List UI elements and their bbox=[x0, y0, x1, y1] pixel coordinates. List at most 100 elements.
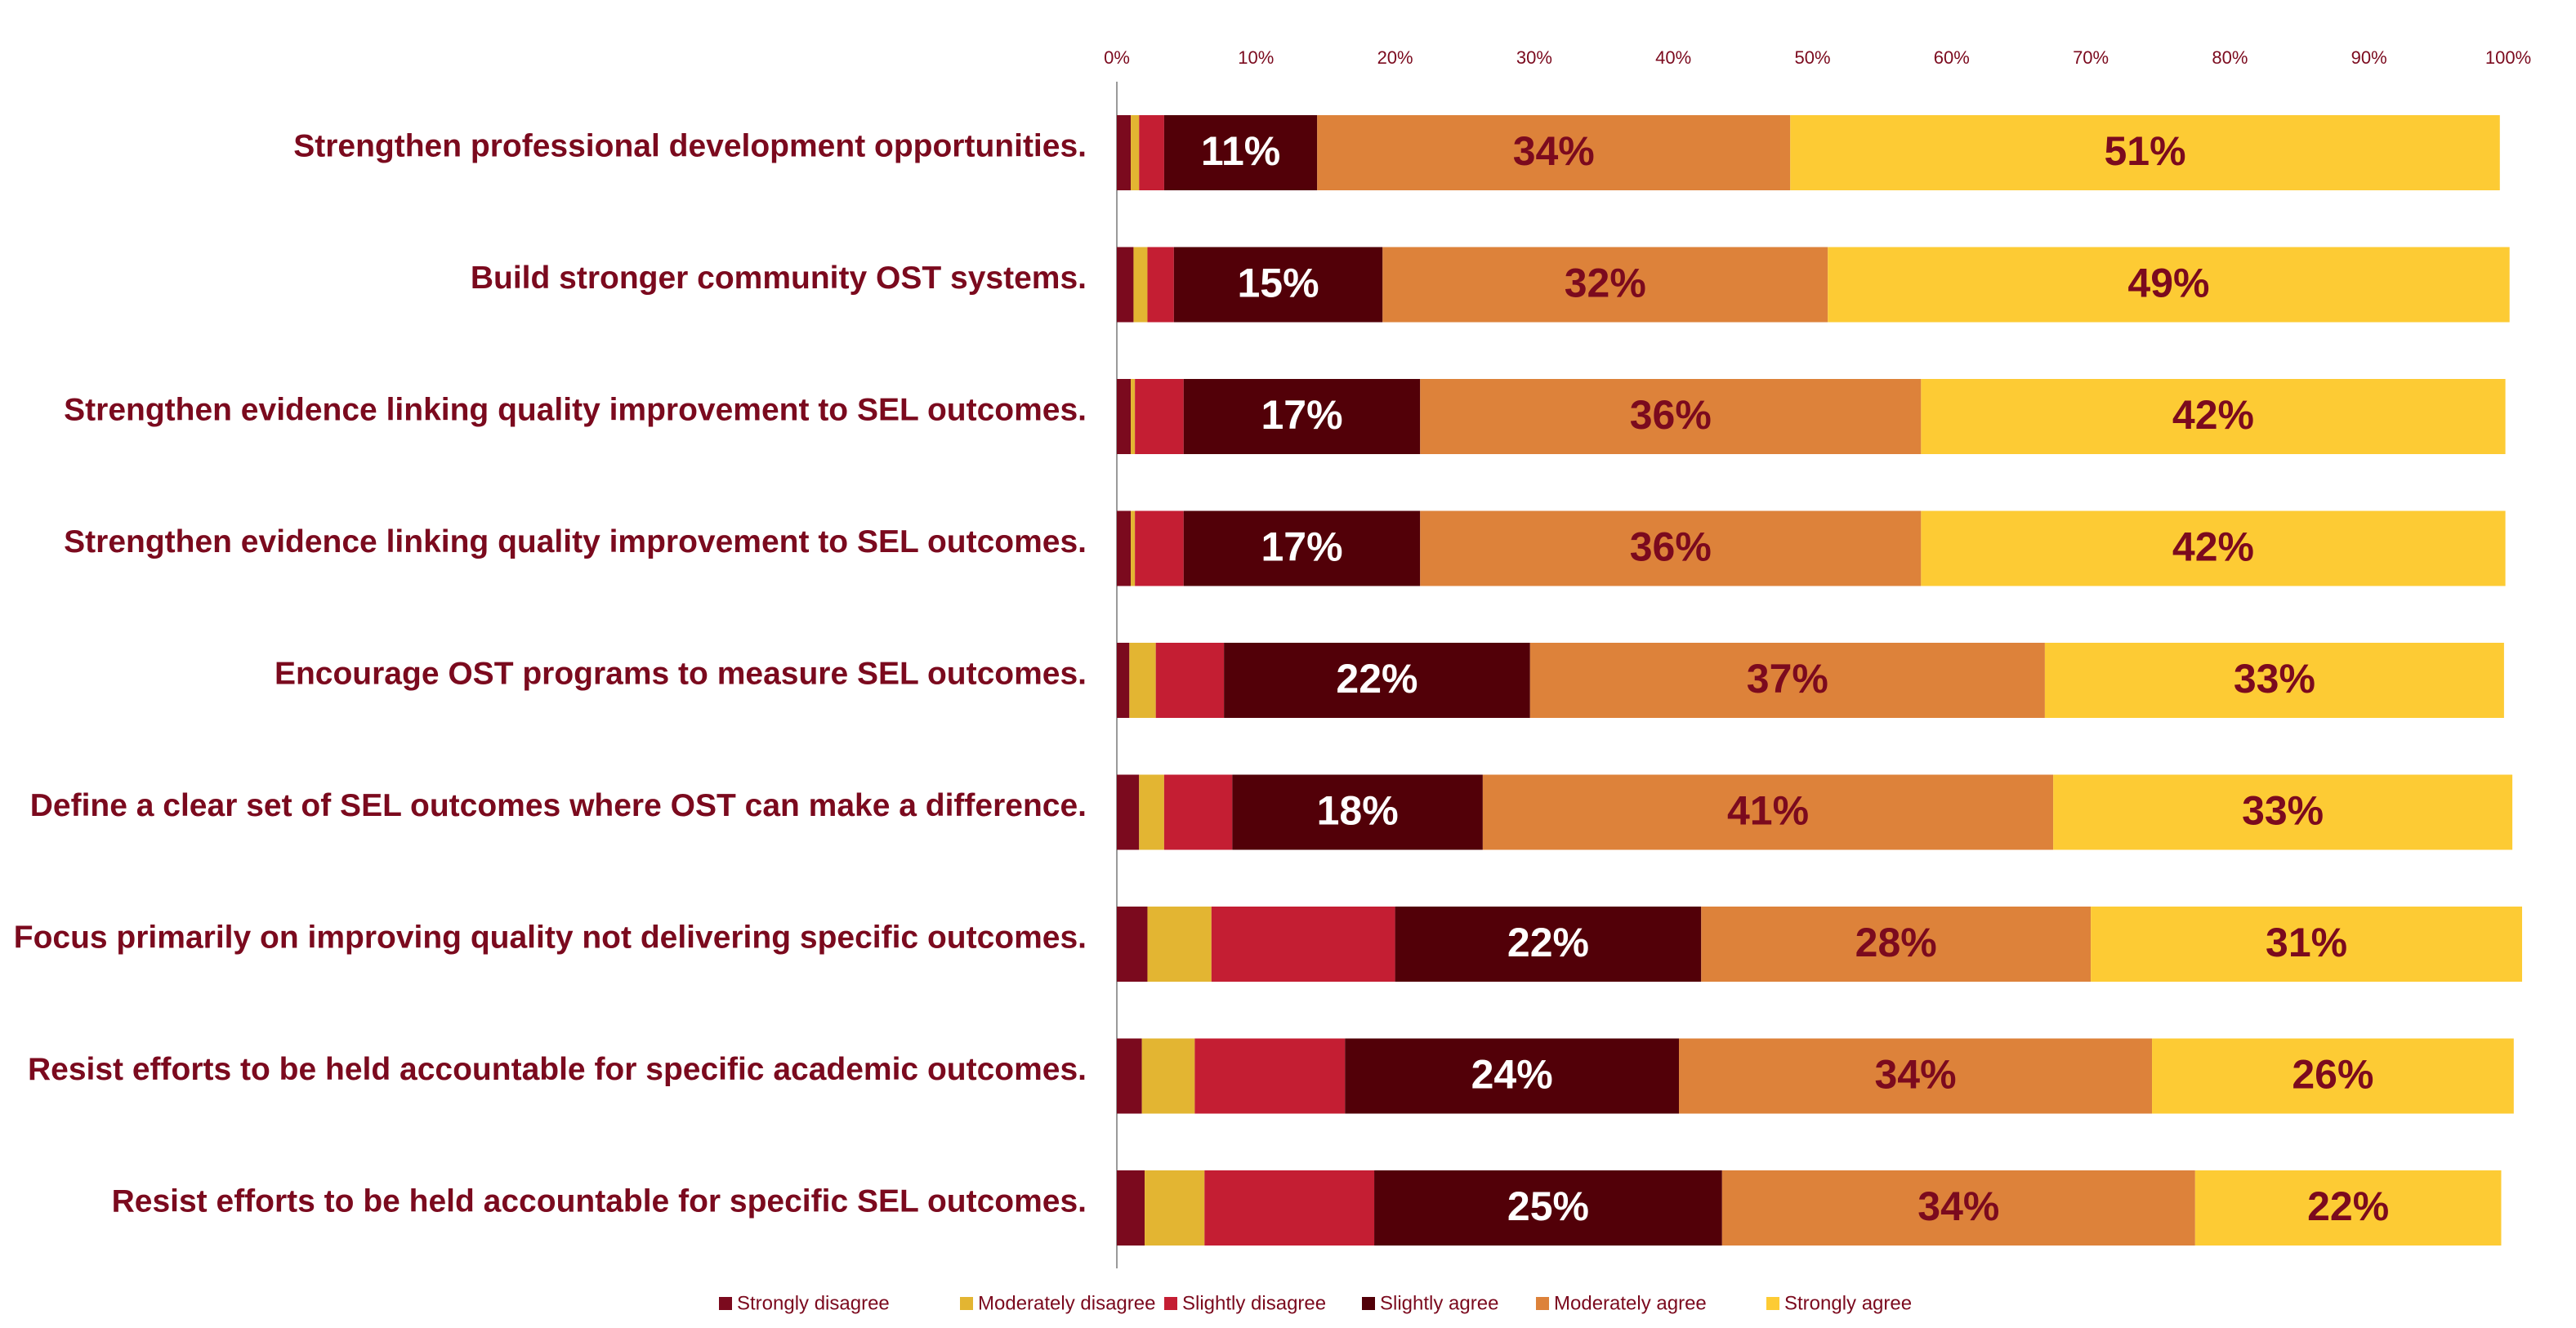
bar-segment bbox=[1131, 510, 1136, 586]
bar-segment bbox=[1211, 907, 1395, 982]
bar-data-label: 11% bbox=[1201, 128, 1280, 174]
category-label: Resist efforts to be held accountable fo… bbox=[28, 1052, 1087, 1087]
bar-data-label: 17% bbox=[1261, 524, 1342, 570]
category-label: Resist efforts to be held accountable fo… bbox=[112, 1183, 1087, 1219]
legend-label: Strongly disagree bbox=[737, 1292, 890, 1314]
bar-data-label: 34% bbox=[1874, 1052, 1956, 1098]
bar-data-label: 42% bbox=[2172, 392, 2254, 438]
bar-segment bbox=[1155, 643, 1225, 718]
bar-segment bbox=[1701, 907, 2092, 982]
bar-segment bbox=[1921, 379, 2506, 454]
x-tick-label: 0% bbox=[1104, 47, 1130, 68]
x-tick-label: 70% bbox=[2073, 47, 2109, 68]
bar-data-label: 34% bbox=[1917, 1183, 1999, 1229]
bar-data-label: 31% bbox=[2266, 920, 2347, 965]
bar-segment bbox=[1117, 379, 1132, 454]
bar-segment bbox=[1163, 115, 1318, 190]
bar-segment bbox=[1135, 379, 1184, 454]
x-tick-label: 90% bbox=[2351, 47, 2387, 68]
bar-segment bbox=[1117, 643, 1130, 718]
legend-label: Slightly agree bbox=[1380, 1292, 1498, 1314]
x-tick-label: 40% bbox=[1655, 47, 1691, 68]
bar-segment bbox=[1232, 774, 1483, 850]
category-label: Strengthen evidence linking quality impr… bbox=[64, 392, 1087, 427]
bar-data-label: 15% bbox=[1238, 261, 1319, 306]
bar-segment bbox=[1147, 247, 1174, 323]
legend-swatch bbox=[1536, 1297, 1549, 1310]
bar-segment bbox=[1183, 510, 1421, 586]
bar-segment bbox=[1183, 379, 1421, 454]
bar-data-label: 51% bbox=[2104, 128, 2185, 174]
bar-data-label: 41% bbox=[1727, 788, 1809, 834]
bar-segment bbox=[2053, 774, 2513, 850]
bar-segment bbox=[1163, 774, 1233, 850]
bar-segment bbox=[1790, 115, 2500, 190]
legend-swatch bbox=[719, 1297, 732, 1310]
bar-segment bbox=[1374, 1170, 1722, 1246]
bar-data-label: 36% bbox=[1630, 524, 1712, 570]
bar-segment bbox=[1317, 115, 1791, 190]
bar-segment bbox=[1828, 247, 2510, 323]
bars bbox=[1117, 115, 2523, 1246]
bar-data-label: 22% bbox=[2307, 1183, 2389, 1229]
bar-segment bbox=[1420, 510, 1922, 586]
bar-segment bbox=[1131, 115, 1140, 190]
bar-data-label: 33% bbox=[2242, 788, 2324, 834]
bar-data-label: 32% bbox=[1565, 261, 1646, 306]
legend-swatch bbox=[1766, 1297, 1779, 1310]
bar-segment bbox=[1141, 1038, 1195, 1114]
bar-segment bbox=[2091, 907, 2523, 982]
category-label: Build stronger community OST systems. bbox=[471, 261, 1087, 296]
bar-data-label: 37% bbox=[1747, 656, 1828, 702]
bar-segment bbox=[1131, 379, 1136, 454]
category-label: Strengthen evidence linking quality impr… bbox=[64, 524, 1087, 559]
bar-data-label: 22% bbox=[1507, 920, 1589, 965]
bar-data-label: 24% bbox=[1471, 1052, 1553, 1098]
category-label: Encourage OST programs to measure SEL ou… bbox=[275, 656, 1087, 691]
x-tick-label: 80% bbox=[2212, 47, 2248, 68]
bar-data-label: 26% bbox=[2292, 1052, 2373, 1098]
bar-data-label: 25% bbox=[1507, 1183, 1589, 1229]
bar-data-label: 17% bbox=[1261, 392, 1342, 438]
bar-data-label: 42% bbox=[2172, 524, 2254, 570]
bar-segment bbox=[1224, 643, 1530, 718]
bar-segment bbox=[1139, 115, 1164, 190]
bar-data-label: 49% bbox=[2127, 261, 2209, 306]
bar-segment bbox=[1117, 774, 1140, 850]
bar-segment bbox=[1382, 247, 1828, 323]
x-tick-label: 20% bbox=[1377, 47, 1413, 68]
legend-swatch bbox=[1362, 1297, 1375, 1310]
bar-segment bbox=[1135, 510, 1184, 586]
bar-segment bbox=[1482, 774, 2054, 850]
bar-segment bbox=[1679, 1038, 2153, 1114]
bar-segment bbox=[1133, 247, 1148, 323]
bar-segment bbox=[1345, 1038, 1680, 1114]
bar-data-label: 28% bbox=[1855, 920, 1937, 965]
x-tick-label: 30% bbox=[1516, 47, 1552, 68]
bar-segment bbox=[1117, 907, 1148, 982]
bar-segment bbox=[1147, 907, 1212, 982]
bar-data-label: 36% bbox=[1630, 392, 1712, 438]
legend-label: Strongly agree bbox=[1784, 1292, 1912, 1314]
bar-segment bbox=[1117, 1170, 1145, 1246]
bar-segment bbox=[1117, 1038, 1142, 1114]
bar-data-label: 34% bbox=[1513, 128, 1595, 174]
bar-segment bbox=[1117, 115, 1132, 190]
bar-segment bbox=[1420, 379, 1922, 454]
bar-segment bbox=[1117, 247, 1134, 323]
category-label: Define a clear set of SEL outcomes where… bbox=[30, 788, 1087, 823]
bar-data-labels: 11% 34% 51% 15% 32% 49% 17% 36% 42% 17% 36% 42% 22% 3… bbox=[1201, 128, 2389, 1229]
legend: Strongly disagree Moderately disagree Slig… bbox=[719, 1292, 1912, 1314]
legend-swatch bbox=[1164, 1297, 1177, 1310]
x-tick-label: 10% bbox=[1238, 47, 1274, 68]
bar-segment bbox=[2152, 1038, 2514, 1114]
bar-segment bbox=[1139, 774, 1164, 850]
category-label: Strengthen professional development oppo… bbox=[293, 128, 1087, 163]
bar-segment bbox=[1721, 1170, 2195, 1246]
x-tick-label: 50% bbox=[1794, 47, 1830, 68]
bar-segment bbox=[1173, 247, 1383, 323]
legend-label: Moderately disagree bbox=[978, 1292, 1155, 1314]
legend-label: Slightly disagree bbox=[1182, 1292, 1326, 1314]
category-labels: Strengthen professional development oppo… bbox=[14, 128, 1087, 1219]
x-tick-label: 60% bbox=[1934, 47, 1970, 68]
